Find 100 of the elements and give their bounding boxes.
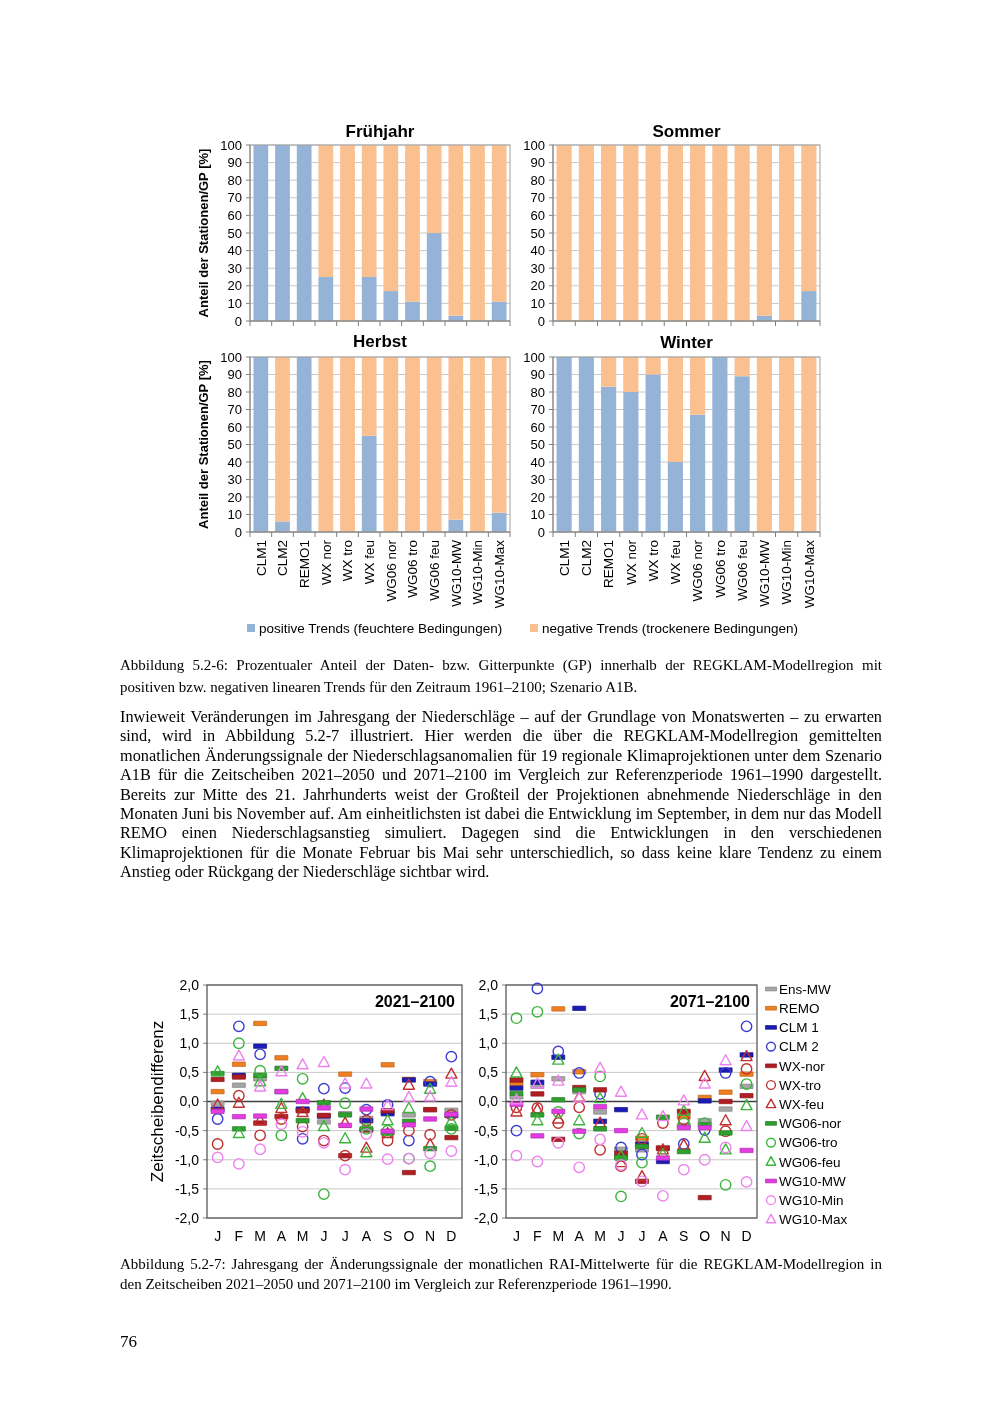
x-tick-label: WG10-MW [757,539,773,607]
y-tick-label: 100 [523,137,545,153]
y-tick-label: 0 [537,524,545,540]
chart-title: Winter [660,332,714,352]
x-tick-label: CLM1 [253,540,269,577]
x-tick-label: J [617,1227,625,1244]
y-tick-label: 1,5 [179,1006,200,1023]
x-tick-label: WX tro [645,540,661,582]
x-tick-label: WG10-Min [470,540,486,605]
text: 2071–2100 [669,992,751,1010]
y-tick-label: 100 [523,349,545,365]
x-tick-label: O [403,1227,415,1244]
x-tick-label: CLM1 [556,540,572,577]
text: Abbildung 5.2-6: Prozentualer Anteil der Daten- bzw. Gitterpunkte (GP) innerhalb der REGKLAM-Modellregion mit positiven bzw. negativen linearen Trends für den Zeitraum 1961–2100; Szenario A1B. [120,656,882,697]
x-tick-label: WG06 feu [734,540,750,601]
y-tick-label: 90 [530,155,545,171]
x-tick-label: WG06 feu [426,540,442,601]
text: 76 [120,1332,138,1352]
x-tick-label: J [638,1227,646,1244]
y-tick-label: -1,0 [473,1151,499,1168]
text: Inwieweit Veränderungen im Jahresgang der Niederschläge – auf der Grundlage von Monatswerten – zu erwarten sind, wird in Abbildung 5.2-7 illustriert. Hier werden die über die REGKLAM-Modellregion gemittelten monatlichen Änderungssignale der Niederschlagsanomalien für 19 regionale Klimaprojektionen unter dem Szenario A1B für die Zeitscheiben 2021–2050 und 2071–2100 im Vergleich zur Referenzperiode 1961–1990 dargestellt. Bereits zur Mitte des 21. Jahrhunderts weist der Großteil der Projektionen abnehmende Niederschläge in den Monaten Juni bis November auf. Am einheitlichsten ist dabei die Entwicklung im September, in dem nur das Modell REMO einen Niederschlagsanstieg simuliert. Dagegen sind die Entwicklungen in den verschiedenen Klimaprojektionen für die Monate Februar bis Mai sehr unterschiedlich, so dass keine klare Tendenz zu einem Anstieg oder Rückgang der Niederschläge sichtbar wird. [120,707,882,882]
x-tick-label: J [341,1227,349,1244]
x-tick-label: CLM2 [275,540,291,577]
y-tick-label: 60 [227,419,242,435]
y-tick-label: 20 [530,278,545,294]
x-tick-label: S [679,1227,689,1244]
y-tick-label: 1,0 [179,1035,200,1052]
y-tick-label: 10 [227,507,242,523]
legend-label: WG06-tro [779,1135,838,1151]
y-axis-title: Anteil der Stationen/GP [%] [195,360,211,529]
x-tick-label: REMO1 [296,540,312,589]
legend-label: WG10-Max [779,1212,848,1228]
y-tick-label: 20 [530,489,545,505]
y-tick-label: 50 [530,225,545,241]
x-tick-label: WG06 tro [405,540,421,598]
y-tick-label: 10 [530,295,545,311]
y-tick-label: 70 [227,190,242,206]
y-tick-label: 20 [227,489,242,505]
x-tick-label: S [382,1227,393,1244]
x-tick-label: WG06 nor [383,539,399,602]
y-tick-label: -2,0 [174,1209,200,1226]
chart-title: Herbst [353,331,408,351]
y-tick-label: 20 [227,278,242,294]
y-tick-label: 80 [530,172,545,188]
x-tick-label: WX feu [668,540,684,585]
y-tick-label: 10 [530,507,545,523]
y-tick-label: -2,0 [473,1209,499,1226]
x-tick-label: WG06 nor [690,539,706,602]
legend-label: positive Trends (feuchtere Bedingungen) [259,620,503,636]
x-tick-label: WG10-MW [448,539,464,607]
legend-label: WG06-feu [779,1154,841,1170]
y-tick-label: 30 [227,260,242,276]
legend-label: WX-nor [779,1058,826,1074]
y-tick-label: 90 [530,367,545,383]
x-tick-label: M [254,1227,266,1244]
y-tick-label: 50 [530,437,545,453]
y-tick-label: -1,5 [473,1180,499,1197]
x-tick-label: N [720,1227,731,1244]
y-tick-label: 2,0 [179,976,200,993]
y-tick-label: 2,0 [478,976,499,993]
legend-label: CLM 1 [779,1020,819,1036]
y-tick-label: 70 [530,190,545,206]
y-axis-title: Zeitscheibendifferenz [147,1020,167,1183]
y-tick-label: 80 [530,384,545,400]
chart-title: Sommer [652,121,721,141]
y-tick-label: 0,5 [478,1064,499,1081]
legend-label: WG10-MW [779,1173,846,1189]
x-tick-label: M [594,1227,606,1244]
x-tick-label: O [699,1227,711,1244]
x-tick-label: WG10-Max [801,539,817,609]
y-tick-label: 1,0 [478,1035,499,1052]
x-tick-label: J [214,1227,222,1244]
text: 2021–2100 [374,992,456,1010]
x-tick-label: WG10-Max [491,539,507,609]
legend-label: negative Trends (trockenere Bedingungen) [542,620,798,636]
y-tick-label: 0 [537,313,545,329]
y-tick-label: 60 [530,419,545,435]
legend-label: WX-feu [779,1096,825,1112]
legend-label: Ens-MW [779,981,831,997]
y-tick-label: 80 [227,172,242,188]
y-tick-label: 100 [220,137,242,153]
text: Abbildung 5.2-7: Jahresgang der Änderungssignale der monatlichen RAI-Mittelwerte für die REGKLAM-Modellregion in den Zeitscheiben 2021–2050 und 2071–2100 im Vergleich zur Referenzperiode 1961–1990. [120,1255,882,1294]
y-tick-label: 60 [227,207,242,223]
x-tick-label: J [512,1227,520,1244]
y-axis-title: Anteil der Stationen/GP [%] [195,148,211,318]
x-tick-label: J [320,1227,328,1244]
legend-label: WX-tro [779,1077,821,1093]
y-tick-label: 30 [530,472,545,488]
x-tick-label: A [361,1227,372,1244]
y-tick-label: 0,0 [179,1093,200,1110]
y-tick-label: 10 [227,295,242,311]
chart-title: Frühjahr [345,121,415,141]
x-tick-label: A [658,1227,669,1244]
y-tick-label: 0 [234,313,242,329]
x-tick-label: A [276,1227,287,1244]
y-tick-label: 40 [227,454,242,470]
y-tick-label: 70 [530,402,545,418]
legend-label: WG10-Min [779,1192,844,1208]
y-tick-label: 40 [530,243,545,259]
x-tick-label: M [296,1227,309,1244]
